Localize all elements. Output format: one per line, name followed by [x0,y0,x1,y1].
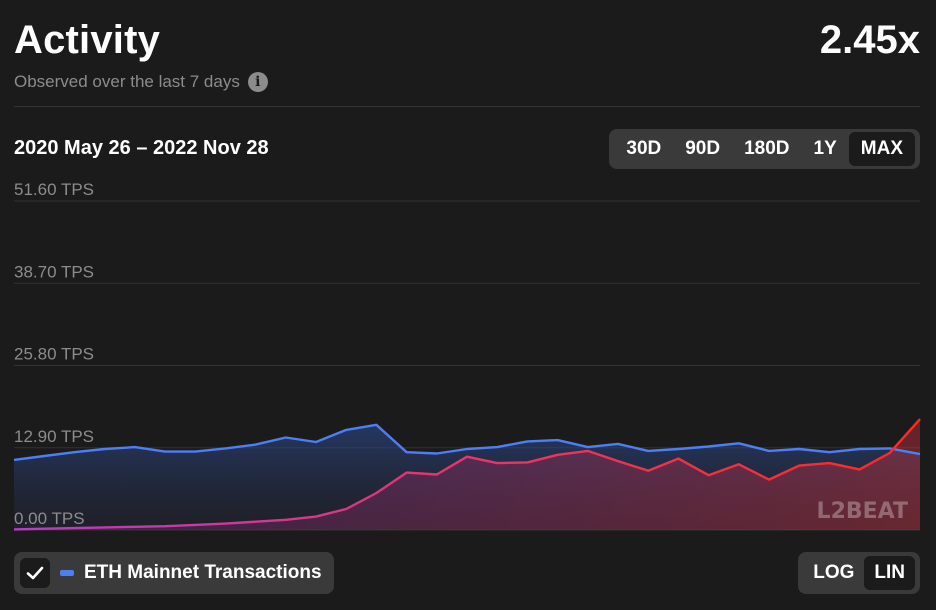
activity-chart: 0.00 TPS 12.90 TPS 25.80 TPS 38.70 TPS 51.60… [13,180,921,531]
tab-30d[interactable]: 30D [626,138,662,159]
page-title: Activity [14,18,161,62]
y-tick-label: 51.60 TPS [14,180,94,199]
scale-toggle: LOG LIN [798,552,920,594]
eth-mainnet-series-line [13,423,921,462]
y-tick-label: 12.90 TPS [14,427,94,446]
layer2-series-area [14,419,920,530]
y-tick-label: 38.70 TPS [14,262,94,281]
tab-max[interactable]: MAX [848,132,915,166]
tab-log[interactable]: LOG [813,562,855,583]
subtitle-text: Observed over the last 7 days [14,72,240,91]
legend-toggle-eth[interactable]: ETH Mainnet Transactions [14,552,334,594]
tab-180d[interactable]: 180D [744,138,790,159]
y-tick-label: 0.00 TPS [14,509,85,528]
y-tick-label: 25.80 TPS [14,345,94,364]
scaling-ratio: 2.45x [819,18,920,62]
checkbox[interactable] [20,558,50,588]
tab-lin[interactable]: LIN [864,556,915,590]
l2beat-watermark: L2BEAT [817,499,908,524]
legend-label: ETH Mainnet Transactions [84,562,322,583]
check-icon [26,566,44,580]
tab-1y[interactable]: 1Y [813,138,837,159]
subtitle: Observed over the last 7 days i [14,72,268,92]
layer2-series-line [13,418,921,531]
legend-swatch [60,570,74,576]
date-range-label: 2020 May 26 – 2022 Nov 28 [14,137,269,159]
info-icon[interactable]: i [247,72,268,92]
tab-90d[interactable]: 90D [685,138,721,159]
divider [14,106,920,107]
time-range-tabs: 30D 90D 180D 1Y MAX [609,129,920,169]
